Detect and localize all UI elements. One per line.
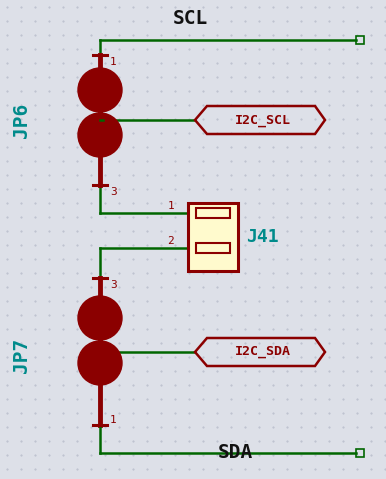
- Text: J41: J41: [246, 228, 279, 246]
- Text: 1: 1: [167, 201, 174, 211]
- Text: 1: 1: [110, 415, 117, 425]
- Text: SDA: SDA: [217, 444, 252, 463]
- Text: 3: 3: [110, 187, 117, 197]
- Circle shape: [78, 341, 122, 385]
- Text: I2C_SDA: I2C_SDA: [235, 345, 291, 358]
- Bar: [356, 36, 364, 44]
- Circle shape: [78, 296, 122, 340]
- Text: I2C_SCL: I2C_SCL: [235, 114, 291, 126]
- Text: 3: 3: [110, 280, 117, 290]
- Text: 2: 2: [167, 236, 174, 246]
- Bar: [356, 449, 364, 457]
- Text: JP7: JP7: [12, 337, 32, 373]
- Bar: [196, 243, 230, 253]
- Text: SCL: SCL: [173, 9, 208, 27]
- Bar: [188, 203, 238, 271]
- Text: 1: 1: [110, 57, 117, 67]
- Text: JP6: JP6: [12, 103, 32, 137]
- Circle shape: [78, 113, 122, 157]
- Text: 2: 2: [110, 354, 117, 364]
- Text: 2: 2: [110, 122, 117, 132]
- Circle shape: [78, 68, 122, 112]
- Bar: [196, 208, 230, 218]
